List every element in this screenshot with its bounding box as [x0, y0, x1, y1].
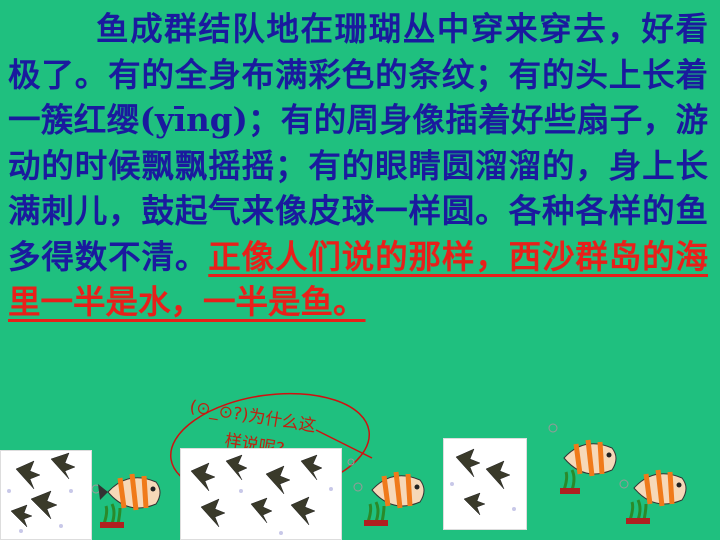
- clownfish-picture: [626, 469, 687, 524]
- clownfish-picture: [560, 439, 617, 494]
- angelfish-tank-picture: [0, 450, 92, 540]
- angelfish-tank-picture: [180, 448, 342, 540]
- passage-highlight: 正像人们说的那样，西沙群岛的海里一半是水，一半是鱼。: [8, 236, 708, 322]
- clownfish-picture: [98, 473, 161, 528]
- passage-body: 鱼成群结队地在珊瑚丛中穿来穿去，好看极了。有的全身布满彩色的条纹；有的头上长着一…: [8, 9, 708, 276]
- passage-text: 鱼成群结队地在珊瑚丛中穿来穿去，好看极了。有的全身布满彩色的条纹；有的头上长着一…: [8, 6, 708, 325]
- clownfish-picture: [364, 471, 425, 526]
- angelfish-tank-picture: [443, 438, 527, 530]
